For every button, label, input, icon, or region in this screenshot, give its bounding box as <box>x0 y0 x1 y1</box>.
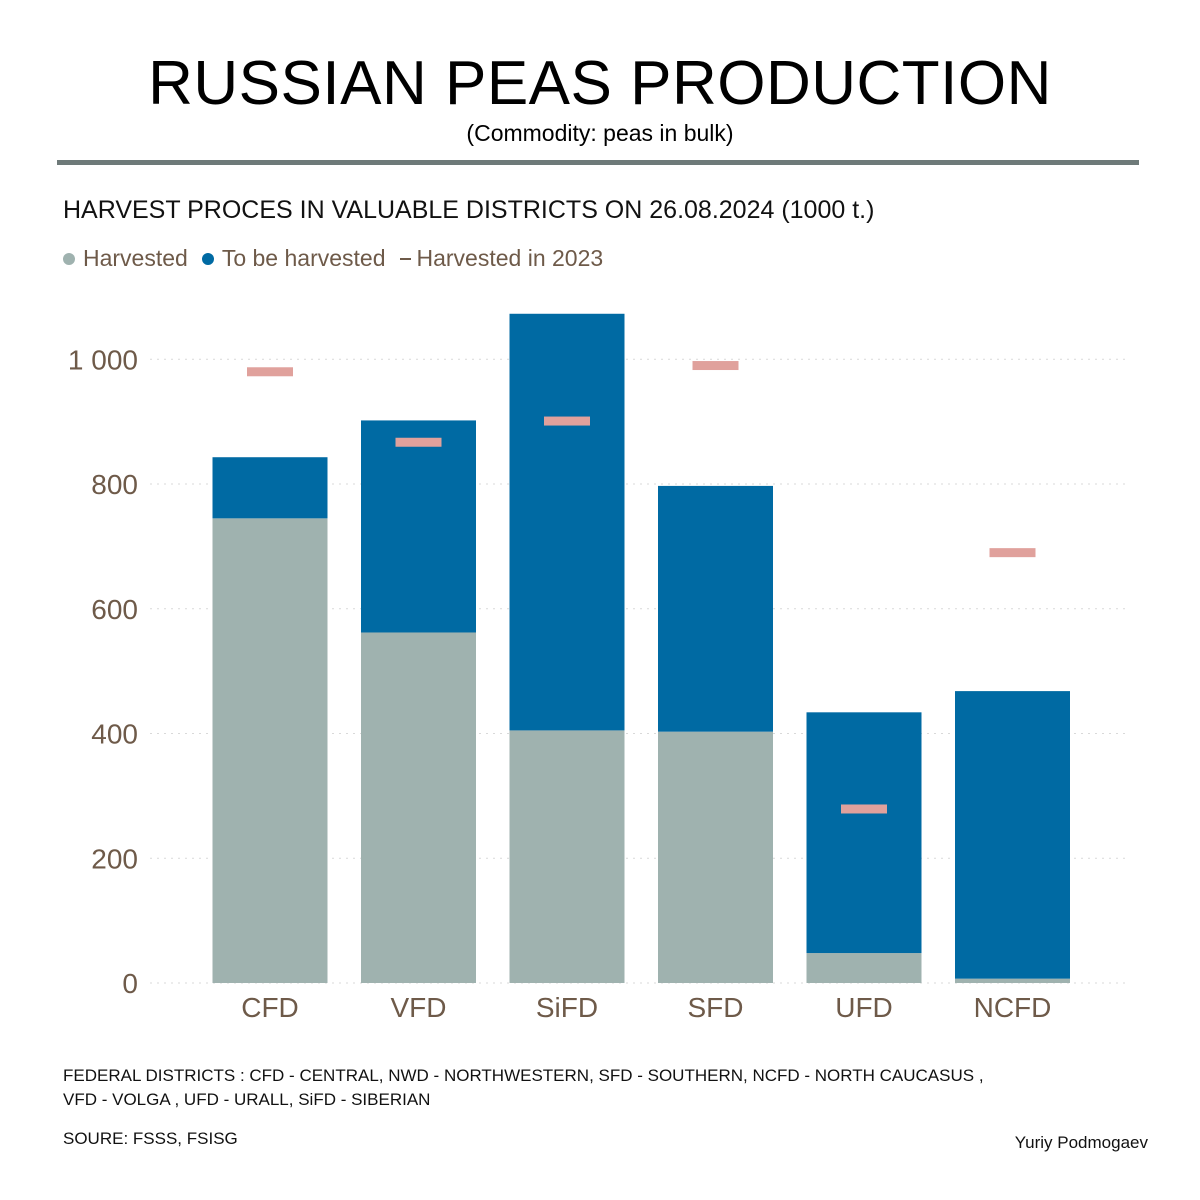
bar-to-be-harvested <box>509 313 625 731</box>
bar-harvested <box>361 632 476 983</box>
title-divider <box>57 160 1139 165</box>
bar-to-be-harvested <box>806 712 922 954</box>
bar-to-be-harvested <box>361 420 476 633</box>
x-tick-label: NCFD <box>974 992 1052 1023</box>
legend-item-harvested: Harvested <box>63 245 188 272</box>
marker-harvested-2023 <box>395 437 442 447</box>
footer-districts-line-1: FEDERAL DISTRICTS : CFD - CENTRAL, NWD -… <box>63 1066 984 1085</box>
marker-harvested-2023 <box>544 416 590 426</box>
y-tick-label: 200 <box>91 843 138 874</box>
page-title: RUSSIAN PEAS PRODUCTION <box>148 49 1052 118</box>
bar-harvested <box>509 730 625 983</box>
marker-harvested-2023 <box>692 361 739 371</box>
legend-dash-harvested-2023 <box>399 257 411 260</box>
y-tick-label: 0 <box>122 968 138 999</box>
bar-harvested <box>212 518 328 983</box>
legend-dot-to-be-harvested <box>201 252 214 265</box>
page-subtitle: (Commodity: peas in bulk) <box>466 120 734 146</box>
x-tick-label: SFD <box>688 992 744 1023</box>
legend-item-harvested-2023: Harvested in 2023 <box>399 245 604 272</box>
marker-harvested-2023 <box>247 367 293 377</box>
footer-author: Yuriy Podmogaev <box>1014 1133 1148 1152</box>
bar-harvested <box>806 953 922 983</box>
chart-title: HARVEST PROCES IN VALUABLE DISTRICTS ON … <box>63 196 875 224</box>
bar-to-be-harvested <box>955 691 1070 979</box>
bar-chart: 0 200 400 600 800 1 000 CFD VFD SiFD SFD UFD NCFD <box>68 313 1128 1023</box>
y-tick-label: 800 <box>91 469 138 500</box>
marker-harvested-2023 <box>989 548 1036 558</box>
y-tick-label: 400 <box>91 719 138 750</box>
x-tick-label: SiFD <box>536 992 598 1023</box>
chart-legend: Harvested To be harvested Harvested in 2… <box>63 245 617 272</box>
y-tick-label: 1 000 <box>68 344 138 375</box>
legend-dot-harvested <box>63 252 75 265</box>
x-tick-label: CFD <box>241 992 299 1023</box>
legend-label-to-be-harvested: To be harvested <box>221 245 386 271</box>
legend-label-harvested: Harvested <box>83 245 188 271</box>
x-tick-label: VFD <box>391 992 447 1023</box>
legend-item-to-be-harvested: To be harvested <box>201 245 386 272</box>
bar-harvested <box>658 731 773 983</box>
legend-label-harvested-2023: Harvested in 2023 <box>416 245 604 271</box>
bar-to-be-harvested <box>212 457 328 519</box>
y-tick-label: 600 <box>91 594 138 625</box>
x-tick-label: UFD <box>835 992 893 1023</box>
bar-harvested <box>955 978 1070 983</box>
footer-source: SOURE: FSSS, FSISG <box>63 1129 238 1148</box>
bar-to-be-harvested <box>658 485 773 732</box>
marker-harvested-2023 <box>841 804 887 814</box>
footer-districts-line-2: VFD - VOLGA , UFD - URALL, SiFD - SIBERI… <box>63 1090 431 1109</box>
